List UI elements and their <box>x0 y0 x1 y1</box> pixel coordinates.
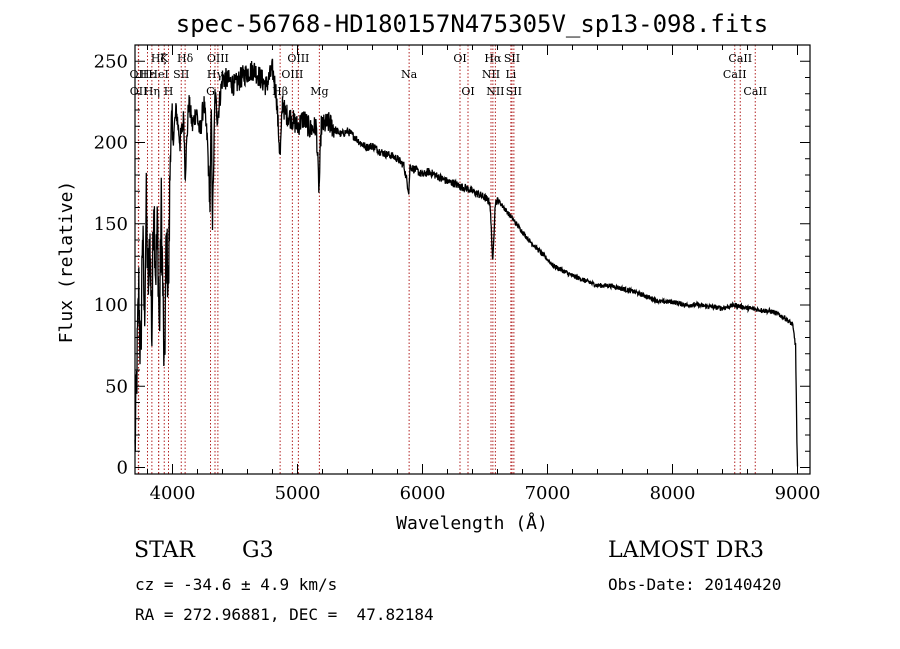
line-label-12: OIII <box>207 52 229 65</box>
line-label-26: CaII <box>723 68 747 81</box>
x-tick-label-2: 6000 <box>400 483 446 504</box>
line-label-25: SII <box>506 85 522 98</box>
observation-date: Obs-Date: 20140420 <box>608 575 782 594</box>
line-label-9: SII <box>173 68 189 81</box>
chart-title: spec-56768-HD180157N475305V_sp13-098.fit… <box>176 10 768 38</box>
x-tick-label-4: 8000 <box>650 483 696 504</box>
line-label-22: NII <box>486 85 504 98</box>
spectral-subclass: G3 <box>242 538 274 563</box>
object-type: STAR <box>134 538 195 563</box>
y-tick-label-3: 150 <box>94 214 128 235</box>
spectral-line-markers <box>137 45 756 474</box>
line-label-1: H <box>164 85 174 98</box>
line-label-6: OII <box>130 68 148 81</box>
line-label-5: Hη <box>144 85 160 98</box>
y-tick-label-1: 50 <box>105 376 128 397</box>
line-label-7: OII <box>130 85 148 98</box>
x-tick-label-0: 4000 <box>150 483 196 504</box>
line-label-11: Hγ <box>207 68 224 81</box>
y-axis-label: Flux (relative) <box>56 181 77 344</box>
line-label-13: Hβ <box>272 85 288 98</box>
line-label-17: Na <box>401 68 418 81</box>
survey-name: LAMOST DR3 <box>608 538 764 563</box>
line-label-18: OI <box>453 52 466 65</box>
line-label-2: Hζ <box>151 52 167 65</box>
y-tick-label-5: 250 <box>94 51 128 72</box>
line-label-24: SII <box>504 52 520 65</box>
x-tick-label-5: 9000 <box>775 483 821 504</box>
plot-frame <box>134 44 811 475</box>
line-label-20: NII <box>482 68 500 81</box>
line-label-4: Hε <box>140 68 156 81</box>
axis-ticks: 4000 5000 6000 7000 8000 9000 0 50 100 150 200 250 <box>94 45 821 504</box>
y-tick-label-0: 0 <box>117 458 128 479</box>
line-label-0: K <box>160 52 169 65</box>
x-tick-label-3: 7000 <box>525 483 571 504</box>
x-axis-label: Wavelength (Å) <box>396 512 548 534</box>
coordinates-readout: RA = 272.96881, DEC = 47.82184 <box>135 605 434 624</box>
line-label-23: Li <box>505 68 516 81</box>
line-label-8: HeI <box>148 68 168 81</box>
line-label-14: OIII <box>281 68 303 81</box>
line-label-15: OIII <box>287 52 309 65</box>
line-label-28: CaII <box>743 85 767 98</box>
line-label-27: CaII <box>728 52 752 65</box>
line-label-10: G <box>206 85 215 98</box>
x-tick-label-1: 5000 <box>275 483 321 504</box>
redshift-readout: cz = -34.6 ± 4.9 km/s <box>135 575 338 594</box>
y-tick-label-4: 200 <box>94 133 128 154</box>
axes <box>134 44 811 475</box>
line-label-16: Mg <box>310 85 328 98</box>
line-label-19: OI <box>461 85 474 98</box>
y-tick-label-2: 100 <box>94 295 128 316</box>
spectrum-series-line <box>134 58 799 467</box>
line-label-3: Hδ <box>177 52 194 65</box>
line-label-21: Hα <box>484 52 502 65</box>
